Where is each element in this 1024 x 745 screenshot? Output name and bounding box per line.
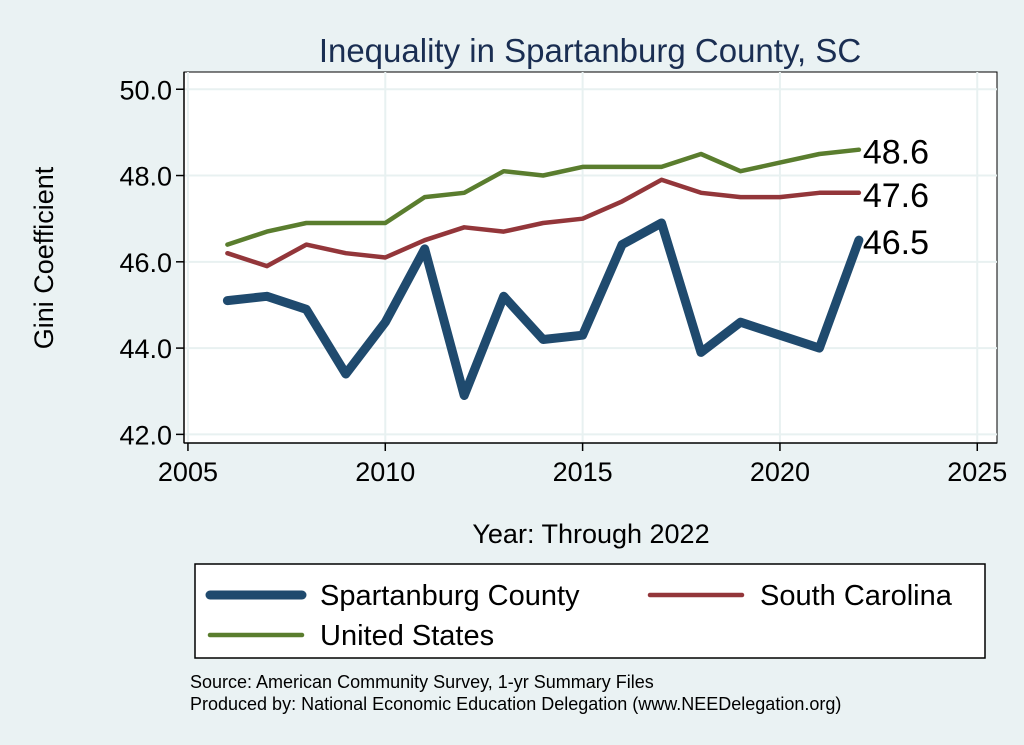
legend: Spartanburg County South Carolina United S…: [205, 580, 953, 652]
x-axis-title: Year: Through 2022: [472, 519, 709, 549]
x-tick-label: 2005: [158, 457, 218, 487]
series-line-south-carolina: [225, 177, 862, 269]
end-label-spartanburg-county: 46.5: [863, 224, 929, 262]
source-note: Source: American Community Survey, 1-yr …: [190, 672, 654, 692]
gridlines: [184, 72, 997, 443]
axes: [183, 72, 997, 444]
end-labels: 46.5 47.6 48.6: [863, 134, 929, 263]
x-tick-label: 2015: [553, 457, 613, 487]
y-axis-title: Gini Coefficient: [29, 166, 59, 349]
x-tick-label: 2010: [355, 457, 415, 487]
x-ticks: 2005 2010 2015 2020 2025: [158, 443, 1007, 487]
series-lines: [222, 147, 864, 400]
series-line-spartanburg-county: [222, 218, 864, 400]
end-label-south-carolina: 47.6: [863, 177, 929, 215]
legend-label-united-states: United States: [320, 620, 494, 652]
chart-title: Inequality in Spartanburg County, SC: [319, 32, 861, 69]
produced-note: Produced by: National Economic Education…: [190, 694, 841, 714]
x-tick-label: 2020: [750, 457, 810, 487]
x-tick-label: 2025: [947, 457, 1007, 487]
y-tick-label: 42.0: [119, 420, 172, 450]
end-label-united-states: 48.6: [863, 134, 929, 172]
series-line-united-states: [225, 147, 862, 247]
y-tick-label: 46.0: [119, 248, 172, 278]
y-tick-label: 48.0: [119, 162, 172, 192]
y-tick-label: 44.0: [119, 334, 172, 364]
legend-label-south-carolina: South Carolina: [760, 580, 953, 612]
y-ticks: 42.0 44.0 46.0 48.0 50.0: [119, 75, 184, 450]
legend-label-spartanburg-county: Spartanburg County: [320, 580, 580, 612]
y-tick-label: 50.0: [119, 75, 172, 105]
legend-box: [194, 563, 986, 659]
plot-area: [183, 71, 998, 444]
